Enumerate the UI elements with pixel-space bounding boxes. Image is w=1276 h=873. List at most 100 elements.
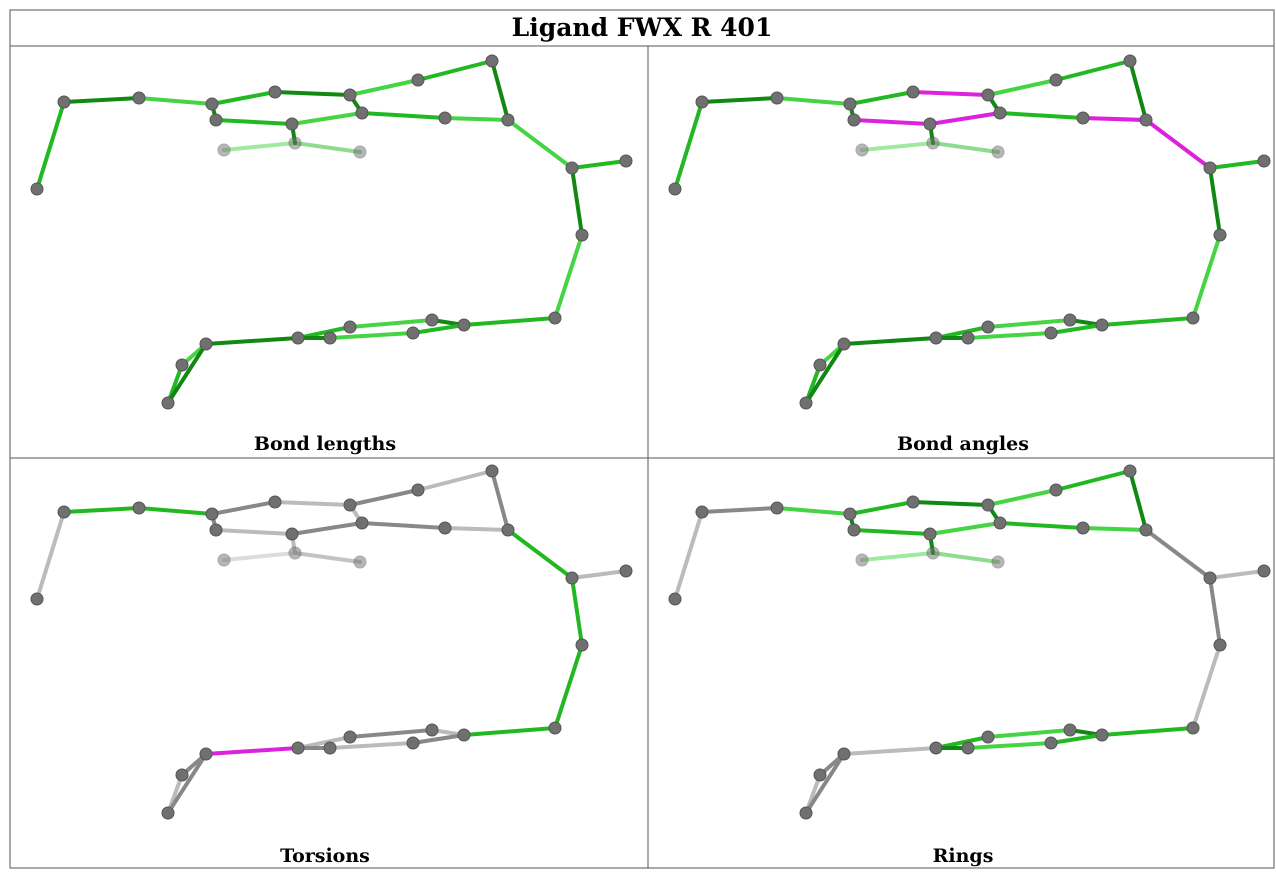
atom xyxy=(425,723,439,737)
atom xyxy=(1044,736,1058,750)
atom xyxy=(205,507,219,521)
bond xyxy=(775,96,852,106)
atom xyxy=(406,326,420,340)
bond xyxy=(222,551,297,562)
atom xyxy=(847,523,861,537)
atom xyxy=(1063,313,1077,327)
atom xyxy=(619,154,633,168)
bond xyxy=(360,521,447,530)
atom xyxy=(457,728,471,742)
bond xyxy=(570,569,628,580)
bond xyxy=(490,59,510,122)
bond xyxy=(328,741,415,750)
atom xyxy=(57,95,71,109)
bond xyxy=(673,100,704,191)
atom xyxy=(1095,318,1109,332)
bond xyxy=(137,506,214,516)
atom xyxy=(843,97,857,111)
atom xyxy=(565,571,579,585)
bond xyxy=(490,469,510,532)
bond xyxy=(860,551,935,562)
atom xyxy=(1257,154,1271,168)
atom xyxy=(343,88,357,102)
atom xyxy=(353,555,367,569)
bond xyxy=(443,116,510,122)
atom xyxy=(961,331,975,345)
bond xyxy=(1208,166,1222,237)
bond xyxy=(928,521,1002,536)
atom xyxy=(355,516,369,530)
bond xyxy=(1054,469,1132,492)
atom xyxy=(565,161,579,175)
bond xyxy=(210,500,277,516)
atom xyxy=(1049,73,1063,87)
atom xyxy=(1203,571,1217,585)
atom xyxy=(855,553,869,567)
atom xyxy=(199,337,213,351)
bond xyxy=(35,510,66,601)
atom xyxy=(548,721,562,735)
bond xyxy=(1128,59,1148,122)
atom xyxy=(1044,326,1058,340)
atom xyxy=(30,592,44,606)
bond xyxy=(1208,159,1266,170)
atom xyxy=(1186,721,1200,735)
panel-label: Torsions xyxy=(280,845,370,867)
atom xyxy=(961,741,975,755)
atom xyxy=(217,553,231,567)
atom xyxy=(343,498,357,512)
atom xyxy=(501,523,515,537)
atom xyxy=(668,592,682,606)
bond xyxy=(1054,59,1132,82)
bond xyxy=(293,551,362,564)
atom xyxy=(323,741,337,755)
panel-label: Bond lengths xyxy=(254,433,396,455)
bond xyxy=(137,96,214,106)
bond xyxy=(986,78,1058,97)
atom xyxy=(991,145,1005,159)
atom xyxy=(288,546,302,560)
atom xyxy=(209,523,223,537)
bond xyxy=(1208,576,1222,647)
atom xyxy=(770,501,784,515)
atom xyxy=(161,396,175,410)
bond xyxy=(273,500,352,507)
atom xyxy=(991,555,1005,569)
atom xyxy=(1139,113,1153,127)
bond xyxy=(966,331,1053,340)
bond xyxy=(804,752,846,815)
bond xyxy=(214,528,294,536)
bond xyxy=(360,111,447,120)
bond xyxy=(842,336,938,346)
bond xyxy=(35,100,66,191)
atom xyxy=(906,495,920,509)
atom xyxy=(923,117,937,131)
atom xyxy=(981,730,995,744)
atom xyxy=(175,768,189,782)
outer-border xyxy=(9,9,1275,869)
atom xyxy=(813,768,827,782)
bond xyxy=(1081,526,1148,532)
atom xyxy=(906,85,920,99)
atom xyxy=(981,88,995,102)
bond xyxy=(852,528,932,536)
atom xyxy=(770,91,784,105)
atom xyxy=(353,145,367,159)
atom xyxy=(343,730,357,744)
atom xyxy=(929,741,943,755)
bond xyxy=(348,728,434,739)
bond xyxy=(1128,469,1148,532)
bond xyxy=(911,90,990,97)
atom xyxy=(1257,564,1271,578)
atom xyxy=(1139,523,1153,537)
bond xyxy=(462,726,557,737)
bond xyxy=(911,500,990,507)
bond xyxy=(553,643,584,730)
atom xyxy=(575,228,589,242)
atom xyxy=(285,117,299,131)
bond xyxy=(570,576,584,647)
atom xyxy=(425,313,439,327)
bond xyxy=(700,506,779,514)
bond xyxy=(411,323,466,335)
